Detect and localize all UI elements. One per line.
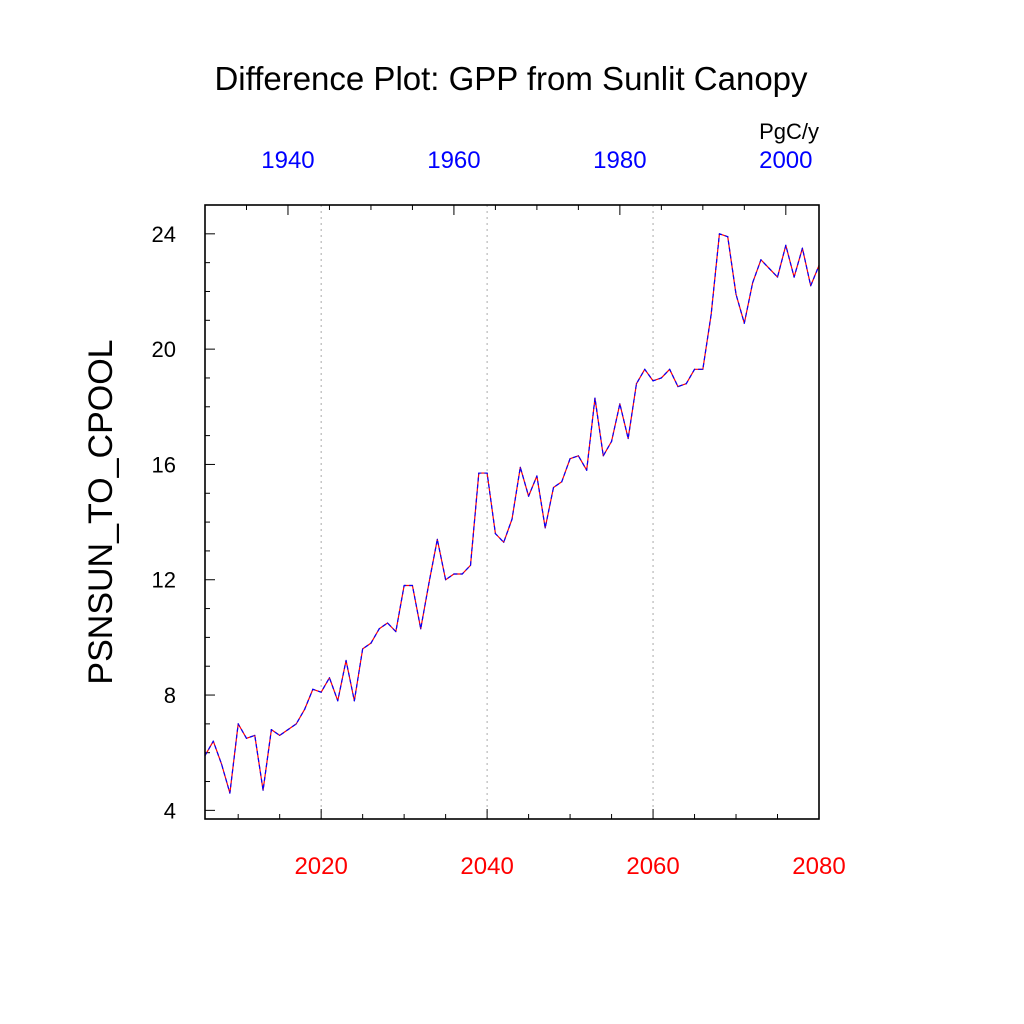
x-bottom-tick-label: 2040 <box>460 853 513 880</box>
data-point <box>229 792 231 794</box>
data-point <box>685 383 687 385</box>
tick-labels: 2020 2040 2060 2080 1940 1960 1980 2000 4 8 12 16 20… <box>152 147 846 880</box>
data-point <box>337 700 339 702</box>
data-point <box>544 527 546 529</box>
x-bottom-tick-label: 2060 <box>626 853 679 880</box>
series-line-dashed <box>204 233 820 794</box>
data-point <box>801 247 804 249</box>
data-point <box>328 677 331 679</box>
data-point <box>303 708 306 711</box>
data-point <box>420 628 422 630</box>
data-point <box>652 380 654 382</box>
data-point <box>511 518 513 520</box>
grid-lines <box>320 205 654 819</box>
data-point <box>702 368 704 370</box>
data-point <box>279 734 281 737</box>
y-axis-label: PSNSUN_TO_CPOOL <box>82 339 120 684</box>
data-point <box>345 659 347 662</box>
data-point <box>735 293 737 295</box>
plot-frame <box>204 204 820 820</box>
data-point <box>353 700 355 702</box>
data-point <box>577 455 579 457</box>
axis-ticks <box>204 204 820 819</box>
data-point <box>536 475 538 477</box>
data-point <box>768 267 770 270</box>
data-point <box>494 533 497 535</box>
data-point <box>445 579 447 581</box>
data-point <box>594 397 596 399</box>
data-point <box>478 472 480 474</box>
data-point <box>212 740 214 742</box>
data-point <box>220 763 223 765</box>
data-point <box>245 737 248 739</box>
data-point <box>270 729 272 731</box>
data-point <box>810 285 812 287</box>
data-point <box>320 691 322 693</box>
y-tick-label: 24 <box>152 222 176 247</box>
x-top-tick-label: 1940 <box>261 147 314 174</box>
data-point <box>486 472 488 474</box>
data-point <box>453 573 455 575</box>
series-line <box>204 233 820 794</box>
y-tick-label: 8 <box>164 683 176 708</box>
data-point <box>378 628 380 630</box>
data-point <box>312 688 314 690</box>
data-point <box>362 648 364 650</box>
data-point <box>237 723 239 725</box>
data-point <box>776 276 779 278</box>
data-point <box>569 458 571 460</box>
data-point <box>627 437 629 440</box>
data-point <box>710 313 712 316</box>
x-bottom-tick-label: 2020 <box>294 853 347 880</box>
data-point <box>411 584 414 587</box>
data-point <box>428 582 430 584</box>
units-label: PgC/y <box>759 119 819 144</box>
y-tick-label: 12 <box>152 568 176 593</box>
data-point <box>386 622 389 624</box>
data-point <box>743 322 745 324</box>
data-point <box>610 440 613 442</box>
data-point <box>727 236 729 238</box>
data-point <box>395 631 397 633</box>
x-bottom-tick-label: 2080 <box>792 853 845 880</box>
y-tick-label: 16 <box>152 452 176 477</box>
data-point <box>693 368 696 370</box>
data-point <box>370 642 372 644</box>
data-point <box>552 486 555 489</box>
x-top-tick-label: 2000 <box>759 147 812 174</box>
series-layer <box>204 233 820 794</box>
chart-title: Difference Plot: GPP from Sunlit Canopy <box>214 60 808 97</box>
data-point <box>644 368 646 370</box>
x-top-tick-label: 1980 <box>593 147 646 174</box>
data-point <box>677 386 679 388</box>
data-point <box>469 564 472 566</box>
data-point <box>586 469 588 471</box>
data-point <box>660 377 662 379</box>
data-point <box>793 276 795 278</box>
data-point <box>669 368 671 370</box>
data-point <box>760 259 762 261</box>
data-point <box>262 789 264 791</box>
data-point <box>461 573 463 575</box>
data-point <box>519 466 521 468</box>
data-point <box>527 495 530 497</box>
data-point <box>602 455 604 457</box>
data-point <box>718 233 721 235</box>
data-point <box>785 244 787 246</box>
y-tick-label: 20 <box>152 337 176 362</box>
data-point <box>503 541 505 543</box>
data-point <box>403 584 405 587</box>
y-tick-label: 4 <box>164 798 176 823</box>
data-point <box>561 481 563 483</box>
data-point <box>254 734 256 737</box>
data-point <box>635 383 638 385</box>
data-point <box>752 282 754 284</box>
x-top-tick-label: 1960 <box>427 147 480 174</box>
data-point <box>287 729 289 731</box>
data-point <box>295 723 297 725</box>
data-point <box>619 403 621 405</box>
data-point <box>436 538 438 540</box>
